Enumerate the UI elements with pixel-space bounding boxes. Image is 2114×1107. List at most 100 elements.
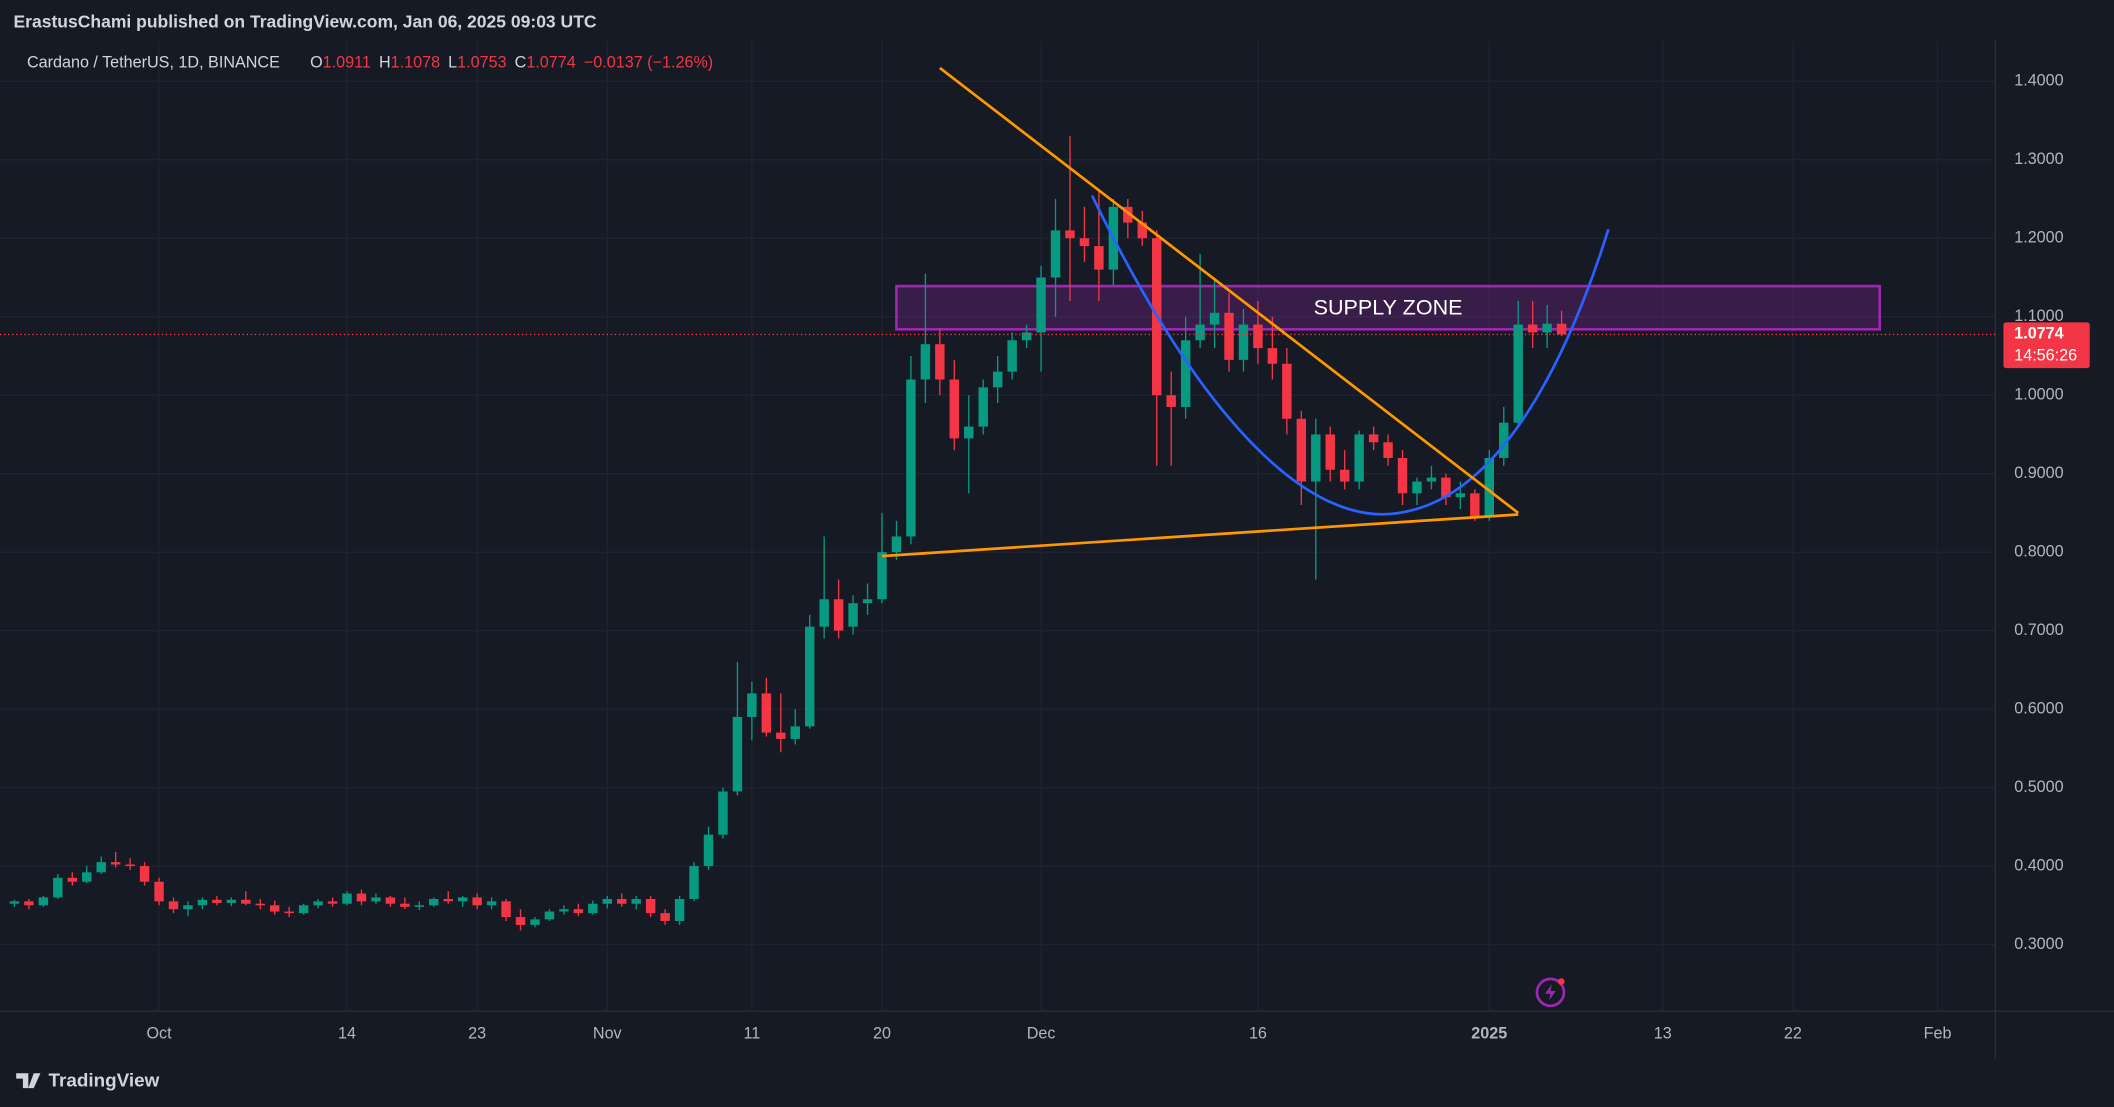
candle-body — [631, 899, 641, 904]
candle-body — [168, 901, 179, 910]
candle-body — [877, 552, 887, 600]
candle-body — [1050, 230, 1061, 278]
ohlc-value: 1.0774 — [526, 54, 575, 72]
y-tick-label: 1.4000 — [2014, 72, 2063, 90]
icon-bolt — [1545, 984, 1556, 1001]
candle-body — [964, 426, 974, 439]
candle-body — [298, 905, 309, 914]
candle-body — [935, 344, 945, 380]
supply-zone-label: SUPPLY ZONE — [1314, 295, 1463, 320]
candle-body — [1397, 457, 1408, 494]
icon-ring — [1535, 977, 1566, 1008]
x-tick-label: Oct — [146, 1024, 172, 1042]
candle-body — [862, 599, 873, 604]
candle-body — [342, 893, 352, 904]
ohlc-key: O — [310, 54, 323, 72]
candle-body — [1556, 323, 1567, 335]
candle-body — [82, 872, 92, 882]
brand-logo: TradingView — [16, 1069, 160, 1090]
countdown-label: 14:56:26 — [2014, 346, 2077, 364]
ohlc-key: C — [515, 54, 527, 72]
candle-body — [429, 899, 439, 906]
candle-body — [1470, 493, 1480, 517]
trendlines — [881, 66, 1520, 558]
candle-body — [978, 387, 988, 427]
candle-body — [1296, 418, 1307, 482]
x-tick-label: 23 — [468, 1024, 486, 1042]
icon-dot — [1557, 978, 1565, 985]
ohlc-key: L — [448, 54, 457, 72]
x-tick-label: Nov — [593, 1024, 623, 1042]
candle-body — [356, 893, 367, 902]
candle-body — [110, 862, 121, 865]
candle-body — [660, 913, 670, 921]
labels: 0.3000 0.4000 0.5000 0.6000 0.7000 0.8000 0.90… — [146, 72, 2090, 1042]
candle-body — [183, 905, 193, 910]
candle-body — [1412, 481, 1422, 494]
candle-body — [891, 536, 902, 553]
y-tick-label: 1.1000 — [2014, 307, 2063, 325]
candle-body — [1282, 363, 1292, 419]
candles — [0, 136, 1996, 931]
x-tick-label: 22 — [1784, 1024, 1802, 1042]
candle-body — [617, 899, 627, 904]
candle-body — [501, 901, 511, 918]
candle-body — [1542, 323, 1552, 333]
candle-body — [284, 911, 294, 914]
candle-body — [327, 901, 338, 904]
candle-body — [1499, 422, 1509, 458]
y-tick-label: 0.4000 — [2014, 856, 2063, 874]
brand-name: TradingView — [49, 1069, 160, 1090]
x-tick-label: Feb — [1924, 1024, 1952, 1042]
candle-body — [920, 344, 931, 380]
candle-body — [1123, 206, 1133, 223]
x-tick-label: Dec — [1027, 1024, 1056, 1042]
candle-body — [645, 899, 656, 914]
candle-body — [139, 866, 150, 882]
candle-body — [1368, 434, 1379, 443]
candle-body — [1079, 238, 1090, 247]
candle-body — [414, 905, 425, 907]
y-tick-label: 0.7000 — [2014, 621, 2063, 639]
y-tick-label: 1.2000 — [2014, 229, 2063, 247]
candle-body — [125, 864, 135, 867]
cup-curve — [1090, 194, 1610, 516]
candle-body — [515, 917, 526, 925]
candle-body — [544, 911, 555, 920]
candle-body — [1267, 348, 1278, 364]
brand-icon — [16, 1073, 41, 1089]
candle-body — [674, 899, 685, 921]
y-tick-label: 1.3000 — [2014, 150, 2063, 168]
candle-body — [1065, 230, 1075, 239]
candle-body — [255, 903, 265, 906]
candle-body — [1441, 477, 1451, 498]
x-tick-label: 13 — [1654, 1024, 1672, 1042]
candle-body — [1455, 493, 1466, 498]
candle-body — [1166, 395, 1176, 407]
candle-body — [992, 371, 1003, 388]
candle-body — [53, 877, 63, 898]
candle-body — [1021, 332, 1032, 341]
candle-body — [732, 716, 743, 792]
candle-body — [559, 909, 569, 912]
candle-body — [1339, 469, 1350, 482]
candle-body — [1137, 222, 1147, 239]
candle-body — [1325, 434, 1335, 470]
candle-body — [848, 603, 858, 627]
y-tick-label: 1.0000 — [2014, 385, 2063, 403]
y-tick-label: 0.9000 — [2014, 464, 2063, 482]
candle-body — [270, 905, 280, 912]
candle-body — [1180, 340, 1191, 407]
candle-body — [1195, 324, 1205, 341]
price-change: −0.0137 (−1.26%) — [584, 54, 713, 72]
lightning-icon[interactable] — [1535, 977, 1566, 1008]
y-tick-label: 0.6000 — [2014, 699, 2063, 717]
candle-body — [1354, 434, 1364, 482]
y-tick-label: 0.5000 — [2014, 778, 2063, 796]
candle-body — [1383, 442, 1393, 458]
candle-body — [1484, 457, 1495, 517]
candle-body — [313, 901, 323, 906]
candle-body — [1224, 312, 1234, 360]
